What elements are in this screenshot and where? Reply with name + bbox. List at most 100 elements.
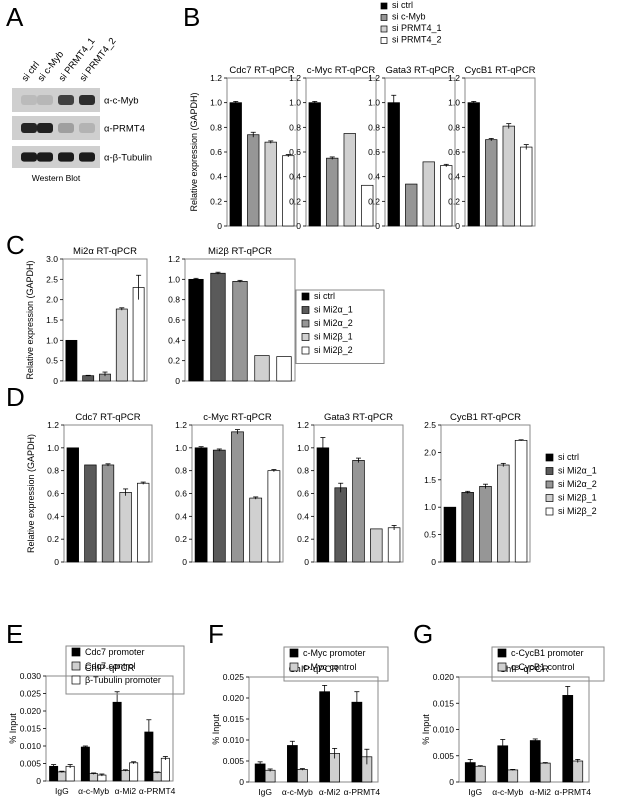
bar xyxy=(387,102,400,227)
chart-title: Mi2β RT-qPCR xyxy=(208,246,272,257)
y-tick-label: 1.2 xyxy=(289,73,301,83)
x-tick-label: α-Mi2 xyxy=(115,786,137,796)
bar xyxy=(188,278,204,382)
x-tick-label: α-c-Myb xyxy=(78,786,109,796)
x-tick-label: α-c-Myb xyxy=(282,787,313,797)
legend-label: si ctrl xyxy=(314,291,335,301)
bar xyxy=(308,102,321,227)
legend-frame xyxy=(65,645,185,695)
legend-swatch xyxy=(545,467,554,475)
chart-d-9: CycB1 RT-qPCR 0 0.5 1.0 1.5 2.0 2.5 xyxy=(424,412,531,567)
blot-strip xyxy=(12,146,100,168)
legend-swatch xyxy=(301,346,310,355)
chart-title: c-Myc RT-qPCR xyxy=(203,412,272,423)
y-tick-label: 0.010 xyxy=(223,735,245,745)
y-tick-label: 1.0 xyxy=(210,98,222,108)
y-tick-label: 1.2 xyxy=(47,420,59,430)
legend-label: β-Tubulin promoter xyxy=(85,675,161,685)
y-tick-label: 3.0 xyxy=(46,254,58,264)
chart-b-3: CycB1 RT-qPCR 0 0.2 0.4 0.6 0.8 1.0 1.2 xyxy=(448,65,536,231)
legend-label: si Mi2β_1 xyxy=(558,493,597,503)
bar xyxy=(514,439,528,563)
bar xyxy=(101,464,115,563)
bar xyxy=(370,528,383,563)
y-tick-label: 0.5 xyxy=(46,356,58,366)
y-tick-label: 1.5 xyxy=(424,475,436,485)
panel-letters: A B C D E F G xyxy=(6,2,433,649)
y-tick-label: 0.005 xyxy=(433,751,455,761)
y-tick-label: 0.6 xyxy=(289,147,301,157)
legend-d: si ctrl si Mi2α_1si Mi2α_2si Mi2β_1si Mi2… xyxy=(545,452,597,516)
legend-swatch xyxy=(301,292,310,301)
y-tick-label: 0.020 xyxy=(223,693,245,703)
y-tick-label: 0.4 xyxy=(168,335,180,345)
y-tick-label: 0.8 xyxy=(47,466,59,476)
y-axis-label: Relative expression (GAPDH) xyxy=(189,92,199,211)
y-tick-label: 1.0 xyxy=(424,502,436,512)
y-tick-label: 0.2 xyxy=(297,534,309,544)
blot-band xyxy=(21,122,37,134)
bar xyxy=(80,746,90,782)
blot-band-label: α-c-Myb xyxy=(104,96,139,107)
y-axis-label: Relative expression (GAPDH) xyxy=(26,434,36,553)
chart-title: CycB1 RT-qPCR xyxy=(450,412,521,423)
chart-g-12: ChIP-qPCR 0 0.005 0.010 0.015 0.020 % Input IgG… xyxy=(421,664,591,797)
y-tick-label: 0 xyxy=(175,376,180,386)
y-tick-label: 1.0 xyxy=(297,443,309,453)
y-tick-label: 0.4 xyxy=(368,172,380,182)
bar xyxy=(84,464,97,563)
y-tick-label: 1.2 xyxy=(448,73,460,83)
legend-swatch xyxy=(380,2,388,10)
blot-band xyxy=(21,152,37,162)
bar xyxy=(212,449,226,563)
y-tick-label: 0.4 xyxy=(47,511,59,521)
y-tick-label: 0.005 xyxy=(20,759,42,769)
legend-label: si ctrl xyxy=(392,0,413,10)
y-tick-label: 1.0 xyxy=(289,98,301,108)
bar xyxy=(120,770,130,782)
y-tick-label: 1.0 xyxy=(168,274,180,284)
bar xyxy=(326,157,339,227)
legend-swatch xyxy=(301,306,310,314)
chart-title: Mi2α RT-qPCR xyxy=(73,246,137,257)
bar xyxy=(485,139,498,227)
legend-swatch xyxy=(497,662,507,672)
chart-c-5: Mi2β RT-qPCR 0 0.2 0.4 0.6 0.8 1.0 1.2 xyxy=(168,246,296,386)
bar xyxy=(112,701,122,782)
legend-f: c-Myc promoter c-Myc control xyxy=(283,646,389,682)
bar xyxy=(276,356,292,382)
y-tick-label: 0.2 xyxy=(210,196,222,206)
chart-title: Gata3 RT-qPCR xyxy=(386,65,455,76)
y-tick-label: 0.010 xyxy=(20,741,42,751)
panel-letter-d: D xyxy=(6,382,25,412)
bar xyxy=(119,492,132,563)
legend-swatch xyxy=(380,25,388,33)
legend-label: Cdc7 control xyxy=(85,661,136,671)
legend-label: si Mi2α_1 xyxy=(558,466,597,476)
y-tick-label: 1.2 xyxy=(297,420,309,430)
legend-label: si Mi2α_2 xyxy=(558,479,597,489)
legend-swatch xyxy=(380,37,388,44)
y-tick-label: 0.015 xyxy=(223,714,245,724)
y-tick-label: 0.015 xyxy=(20,724,42,734)
y-axis-label: % Input xyxy=(8,713,18,744)
y-axis-label: % Input xyxy=(211,714,221,745)
blot-band xyxy=(58,94,74,106)
chart-d-8: Gata3 RT-qPCR 0 0.2 0.4 0.6 0.8 1.0 1.2 xyxy=(297,412,404,567)
bar xyxy=(520,146,533,227)
legend-swatch xyxy=(289,662,299,672)
bar xyxy=(49,765,59,782)
legend-label: si Mi2β_2 xyxy=(558,506,597,516)
bar xyxy=(572,760,584,783)
bar xyxy=(351,701,363,783)
bar xyxy=(160,757,170,782)
chart-title: ChIP-qPCR xyxy=(85,663,135,674)
legend-frame xyxy=(283,646,389,682)
x-tick-label: IgG xyxy=(55,786,69,796)
y-tick-label: 0 xyxy=(54,557,59,567)
y-tick-label: 0.2 xyxy=(168,356,180,366)
panel-letter-b: B xyxy=(183,2,200,32)
y-tick-label: 0.6 xyxy=(448,147,460,157)
